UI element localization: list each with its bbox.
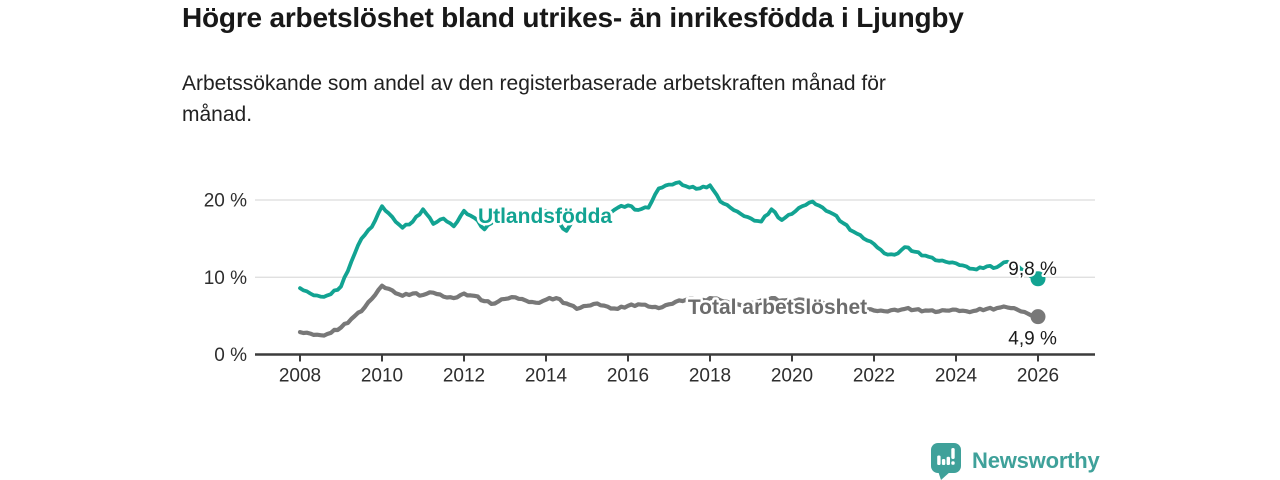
gridlines [255, 199, 1095, 278]
x-tick-label: 2020 [771, 366, 813, 387]
x-tick-label: 2024 [935, 366, 978, 387]
end-value-label: 9,8 % [1008, 259, 1057, 280]
chart-title: Högre arbetslöshet bland utrikes- än inr… [182, 2, 964, 33]
y-tick-label: 10 % [204, 268, 247, 289]
y-axis: 0 % 10 % 20 % [204, 191, 247, 367]
y-tick-label: 20 % [204, 191, 247, 212]
x-axis: 2008 2010 2012 2014 2016 2018 2020 2022 2024 2026 [255, 353, 1095, 387]
x-tick-label: 2008 [279, 366, 321, 387]
data-line [297, 283, 1041, 338]
x-tick-label: 2010 [361, 366, 403, 387]
chart-subtitle-line-1: Arbetssökande som andel av den registerb… [182, 72, 886, 95]
y-tick-label: 0 % [214, 345, 247, 366]
series-label: Total arbetslöshet [688, 296, 867, 319]
end-point-dot [1030, 309, 1046, 325]
x-tick-label: 2022 [853, 366, 895, 387]
series-utlandsfodda [298, 180, 1046, 299]
chart-subtitle: Arbetssökande som andel av den registerb… [182, 68, 886, 130]
newsworthy-logo[interactable]: Newsworthy [930, 442, 1100, 480]
x-tick-label: 2018 [689, 366, 731, 387]
end-value-label: 4,9 % [1008, 328, 1057, 349]
series-label: Utlandsfödda [478, 205, 612, 228]
bar-chart-speech-bubble-icon [931, 443, 961, 480]
x-tick-label: 2026 [1017, 366, 1059, 387]
data-line [298, 180, 1040, 299]
brand-name: Newsworthy [972, 448, 1100, 473]
chart-subtitle-line-2: månad. [182, 103, 253, 126]
x-tick-label: 2014 [525, 366, 568, 387]
x-tick-label: 2016 [607, 366, 649, 387]
x-tick-label: 2012 [443, 366, 485, 387]
end-point-dot [1030, 271, 1046, 287]
series-total-arbetsloshet [297, 283, 1046, 338]
